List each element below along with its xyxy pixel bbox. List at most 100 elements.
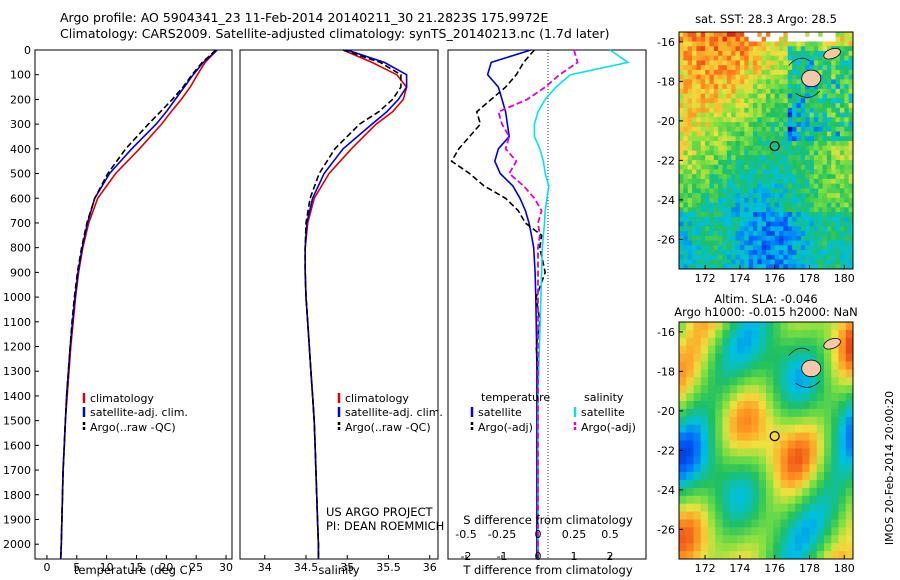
map-cell xyxy=(696,126,702,133)
map-cell xyxy=(809,207,815,213)
map-cell xyxy=(735,117,741,123)
map-cell xyxy=(761,169,767,175)
map-cell xyxy=(709,65,715,71)
map-cell xyxy=(818,188,824,194)
map-cell xyxy=(787,178,793,185)
map-cell xyxy=(752,226,758,232)
difference-legend: temperature salinitysatelliteArgo(-adj)sa… xyxy=(470,391,636,434)
map-cell xyxy=(696,117,702,123)
map-cell xyxy=(758,464,767,473)
map-cell xyxy=(773,535,782,544)
map-cell xyxy=(722,424,731,434)
map-cell xyxy=(800,235,806,242)
map-cell xyxy=(839,65,845,71)
map-cell xyxy=(715,464,724,473)
map-cell xyxy=(796,197,802,204)
map-cell xyxy=(757,126,763,133)
map-cell xyxy=(729,377,738,386)
map-cell xyxy=(835,259,841,265)
map-cell xyxy=(818,136,824,142)
map-cell xyxy=(722,448,731,457)
map-cell xyxy=(722,393,731,402)
map-cell xyxy=(715,456,724,465)
map-cell xyxy=(783,126,789,133)
map-cell xyxy=(813,159,819,166)
map-cell xyxy=(722,183,728,190)
sla-map-land xyxy=(788,337,841,388)
map-cell xyxy=(839,221,845,227)
map-cell xyxy=(709,131,715,137)
map-cell xyxy=(809,126,815,133)
map-cell xyxy=(839,122,845,128)
map-cell xyxy=(795,519,803,528)
map-cell xyxy=(683,46,689,52)
map-cell xyxy=(818,202,824,208)
map-cell xyxy=(766,254,771,261)
map-cell xyxy=(839,240,845,246)
map-cell xyxy=(826,226,832,232)
map-cell xyxy=(731,240,737,246)
map-cell xyxy=(848,131,853,137)
map-cell xyxy=(708,337,716,347)
map-cell xyxy=(739,235,745,242)
map-cell xyxy=(758,511,767,521)
map-cell xyxy=(705,41,711,47)
map-cell xyxy=(709,36,715,43)
map-cell xyxy=(796,150,802,156)
map-cell xyxy=(831,155,837,161)
map-cell xyxy=(824,361,832,370)
map-cell xyxy=(809,408,818,418)
map-cell xyxy=(715,393,724,402)
map-cell xyxy=(696,74,702,80)
map-cell xyxy=(792,207,798,213)
lon-tick-label: 176 xyxy=(764,562,785,575)
map-cell xyxy=(705,69,711,76)
map-cell xyxy=(744,117,750,123)
map-cell xyxy=(838,377,847,386)
map-cell xyxy=(805,226,811,232)
map-cell xyxy=(748,193,754,199)
map-cell xyxy=(679,50,684,57)
map-cell xyxy=(692,226,697,232)
map-cell xyxy=(824,487,832,497)
map-cell xyxy=(752,221,758,227)
map-cell xyxy=(731,50,737,57)
map-cell xyxy=(845,551,853,559)
map-cell xyxy=(844,235,850,242)
map-cell xyxy=(805,93,811,99)
map-cell xyxy=(800,141,806,147)
map-cell xyxy=(800,150,806,156)
map-cell xyxy=(705,103,711,109)
map-cell xyxy=(692,207,697,213)
map-cell xyxy=(779,79,784,85)
map-cell xyxy=(696,155,702,161)
map-cell xyxy=(722,84,728,90)
map-cell xyxy=(831,543,840,552)
map-cell xyxy=(779,164,784,171)
map-cell xyxy=(735,164,741,171)
map-cell xyxy=(766,69,771,76)
map-cell xyxy=(813,226,819,232)
map-cell xyxy=(709,226,715,232)
map-cell xyxy=(783,245,789,251)
map-cell xyxy=(739,84,745,90)
map-cell xyxy=(779,103,784,109)
map-cell xyxy=(848,141,853,147)
map-cell xyxy=(796,131,802,137)
map-cell xyxy=(679,145,684,152)
map-cell xyxy=(696,131,702,137)
map-cell xyxy=(822,164,828,171)
map-cell xyxy=(818,250,824,256)
map-cell xyxy=(839,98,845,104)
map-cell xyxy=(726,93,732,99)
salinity-series-argo-raw-qc xyxy=(304,49,402,559)
map-cell xyxy=(686,456,695,465)
map-cell xyxy=(708,472,716,481)
map-cell xyxy=(679,112,684,118)
map-cell xyxy=(757,197,763,204)
map-cell xyxy=(845,337,853,347)
map-cell xyxy=(770,112,776,118)
map-cell xyxy=(718,65,724,71)
map-cell xyxy=(700,88,706,95)
map-cell xyxy=(818,145,824,152)
